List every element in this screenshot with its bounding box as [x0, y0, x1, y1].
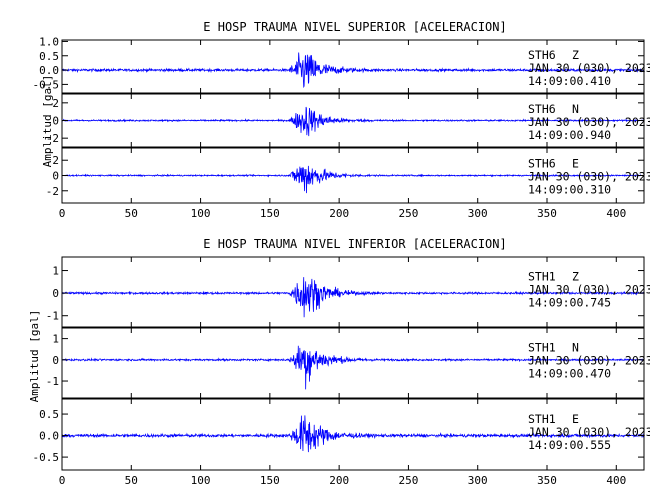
station-name: STH6	[528, 156, 556, 170]
trace-frame	[61, 39, 645, 94]
record-date: JAN 30 (030), 2023	[528, 425, 650, 439]
waveform-line	[61, 415, 645, 453]
station-name: STH6	[528, 102, 556, 116]
x-tick-label: 100	[191, 474, 211, 487]
y-tick-label: 2	[52, 154, 59, 167]
record-date: JAN 30 (030), 2023	[528, 283, 650, 297]
component-name: Z	[572, 270, 579, 284]
panel-title: E HOSP TRAUMA NIVEL SUPERIOR [ACELERACIO…	[203, 20, 506, 34]
station-name: STH1	[528, 412, 556, 426]
y-tick-label: 2	[52, 97, 59, 110]
y-tick-label: 0.0	[39, 430, 59, 443]
record-date: JAN 30 (030), 2023	[528, 61, 650, 75]
x-tick-label: 300	[468, 207, 488, 220]
y-tick-label: 0.0	[39, 64, 59, 77]
trace-frame	[61, 327, 645, 399]
panel-nivel-superior: E HOSP TRAUMA NIVEL SUPERIOR [ACELERACIO…	[33, 20, 650, 220]
panel-nivel-inferior: E HOSP TRAUMA NIVEL INFERIOR [ACELERACIO…	[28, 237, 650, 487]
x-tick-label: 150	[260, 207, 280, 220]
x-tick-label: 200	[329, 474, 349, 487]
trace-frame	[61, 398, 645, 471]
x-tick-label: 400	[606, 474, 626, 487]
x-tick-label: 0	[59, 207, 66, 220]
x-tick-label: 400	[606, 207, 626, 220]
y-tick-label: 0	[52, 170, 59, 183]
component-name: N	[572, 341, 579, 355]
record-time: 14:09:00.310	[528, 182, 611, 196]
record-time: 14:09:00.555	[528, 438, 611, 452]
x-tick-label: 50	[125, 207, 138, 220]
y-tick-label: 0.5	[39, 50, 59, 63]
x-tick-label: 0	[59, 474, 66, 487]
record-time: 14:09:00.470	[528, 367, 611, 381]
component-name: Z	[572, 48, 579, 62]
component-name: N	[572, 102, 579, 116]
y-tick-label: 0	[52, 287, 59, 300]
y-axis-label: Amplitud [gal]	[28, 310, 41, 403]
panel-title: E HOSP TRAUMA NIVEL INFERIOR [ACELERACIO…	[203, 237, 506, 251]
y-tick-label: 0.5	[39, 408, 59, 421]
record-date: JAN 30 (030), 2023	[528, 354, 650, 368]
x-tick-label: 350	[537, 207, 557, 220]
waveform-line	[61, 106, 645, 137]
station-name: STH6	[528, 48, 556, 62]
y-tick-label: -0.5	[33, 451, 60, 464]
record-date: JAN 30 (030), 2023	[528, 115, 650, 129]
y-tick-label: 1	[52, 265, 59, 278]
x-tick-label: 350	[537, 474, 557, 487]
x-tick-label: 200	[329, 207, 349, 220]
station-name: STH1	[528, 341, 556, 355]
component-name: E	[572, 412, 579, 426]
y-tick-label: -1	[46, 375, 59, 388]
x-tick-label: 150	[260, 474, 280, 487]
x-tick-label: 250	[398, 207, 418, 220]
y-tick-label: -1	[46, 310, 59, 323]
component-name: E	[572, 156, 579, 170]
waveform-line	[61, 345, 645, 390]
waveform-line	[61, 277, 645, 318]
x-tick-label: 250	[398, 474, 418, 487]
waveform-line	[61, 52, 645, 89]
x-tick-label: 300	[468, 474, 488, 487]
y-tick-label: -0.5	[33, 78, 60, 91]
record-time: 14:09:00.410	[528, 74, 611, 88]
station-name: STH1	[528, 270, 556, 284]
y-tick-label: 1	[52, 333, 59, 346]
y-tick-label: 0	[52, 115, 59, 128]
record-time: 14:09:00.940	[528, 128, 611, 142]
y-axis-label: Amplitud [gal]	[41, 75, 54, 168]
record-date: JAN 30 (030), 2023	[528, 169, 650, 183]
x-tick-label: 50	[125, 474, 138, 487]
y-tick-label: -2	[46, 132, 59, 145]
record-time: 14:09:00.745	[528, 296, 611, 310]
trace-frame	[61, 256, 645, 328]
y-tick-label: -2	[46, 185, 59, 198]
waveform-line	[61, 165, 645, 194]
x-tick-label: 100	[191, 207, 211, 220]
y-tick-label: 0	[52, 354, 59, 367]
y-tick-label: 1.0	[39, 35, 59, 48]
